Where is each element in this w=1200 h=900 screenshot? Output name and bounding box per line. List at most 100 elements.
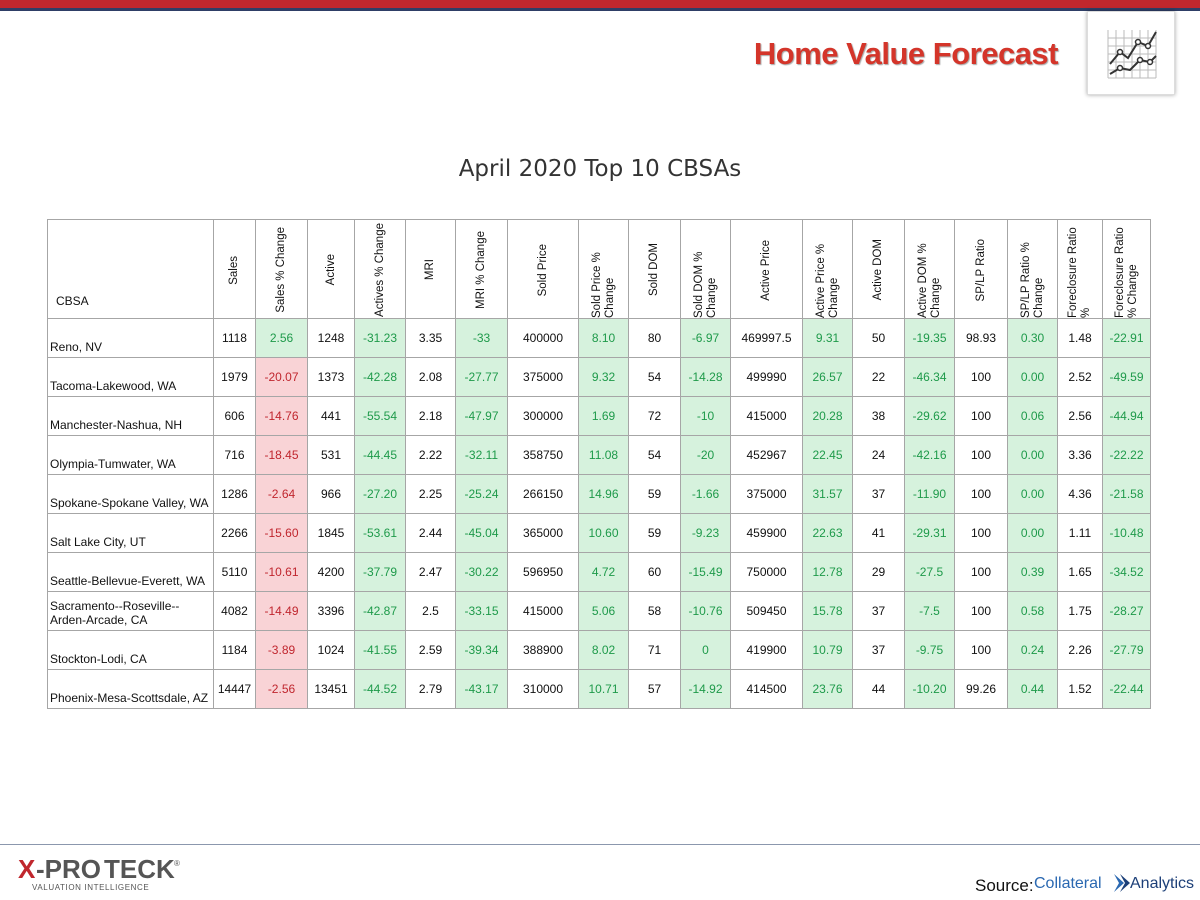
cell-foreclosure-ratio: 1.65 (1057, 552, 1103, 592)
table-row: Sacramento--Roseville--Arden-Arcade, CA 4… (47, 591, 1151, 631)
cell-sp-lp-ratio-pct-change: 0.00 (1007, 474, 1058, 514)
cell-active-price-pct-change: 10.79 (802, 630, 853, 670)
forecast-chart-icon (1087, 11, 1175, 95)
cell-actives-pct-change: -41.55 (354, 630, 406, 670)
cell-active: 1373 (307, 357, 355, 397)
cell-cbsa: Olympia-Tumwater, WA (47, 435, 214, 475)
cell-active-price: 499990 (730, 357, 803, 397)
cell-sold-price-pct-change: 8.02 (578, 630, 629, 670)
cell-sp-lp-ratio-pct-change: 0.58 (1007, 591, 1058, 631)
cell-sp-lp-ratio: 100 (954, 396, 1008, 436)
cell-foreclosure-ratio: 1.48 (1057, 318, 1103, 358)
cell-foreclosure-ratio: 2.52 (1057, 357, 1103, 397)
cell-foreclosure-ratio-pct-change: -34.52 (1102, 552, 1151, 592)
cell-mri: 2.79 (405, 669, 456, 709)
cell-active-price-pct-change: 15.78 (802, 591, 853, 631)
cell-sold-dom: 80 (628, 318, 681, 358)
cell-active-price: 375000 (730, 474, 803, 514)
cell-active-price-pct-change: 22.63 (802, 513, 853, 553)
column-header-sales: Sales (213, 219, 256, 319)
svg-text:VALUATION INTELLIGENCE: VALUATION INTELLIGENCE (32, 883, 149, 892)
cell-sold-price-pct-change: 9.32 (578, 357, 629, 397)
cell-sold-price-pct-change: 8.10 (578, 318, 629, 358)
cell-mri-pct-change: -27.77 (455, 357, 508, 397)
table-header-row: CBSA Sales Sales % Change Active Actives… (47, 219, 1151, 319)
cell-sold-price: 310000 (507, 669, 579, 709)
cell-sold-price-pct-change: 1.69 (578, 396, 629, 436)
cell-sales-pct-change: -10.61 (255, 552, 308, 592)
cell-mri: 3.35 (405, 318, 456, 358)
cell-mri-pct-change: -43.17 (455, 669, 508, 709)
column-header-sold-price-pct-change: Sold Price % Change (578, 219, 629, 319)
cell-active-dom-pct-change: -29.31 (904, 513, 955, 553)
cell-sold-price: 596950 (507, 552, 579, 592)
cell-sales: 5110 (213, 552, 256, 592)
cell-active-price: 469997.5 (730, 318, 803, 358)
cell-sp-lp-ratio-pct-change: 0.30 (1007, 318, 1058, 358)
cell-sold-dom-pct-change: -6.97 (680, 318, 731, 358)
cell-active-dom-pct-change: -29.62 (904, 396, 955, 436)
cell-mri: 2.25 (405, 474, 456, 514)
table-row: Phoenix-Mesa-Scottsdale, AZ 14447 -2.56 134… (47, 669, 1151, 709)
cell-mri: 2.44 (405, 513, 456, 553)
cell-mri: 2.18 (405, 396, 456, 436)
cell-sold-dom: 54 (628, 435, 681, 475)
cell-sp-lp-ratio-pct-change: 0.44 (1007, 669, 1058, 709)
top-accent-stripe (0, 8, 1200, 11)
cell-mri-pct-change: -30.22 (455, 552, 508, 592)
cell-cbsa: Tacoma-Lakewood, WA (47, 357, 214, 397)
svg-text:Collateral: Collateral (1034, 875, 1102, 892)
cell-actives-pct-change: -53.61 (354, 513, 406, 553)
cell-active-dom: 37 (852, 474, 905, 514)
cell-active-dom: 37 (852, 591, 905, 631)
cell-sold-price-pct-change: 14.96 (578, 474, 629, 514)
cell-active-dom: 38 (852, 396, 905, 436)
cell-cbsa: Sacramento--Roseville--Arden-Arcade, CA (47, 591, 214, 631)
cell-sales-pct-change: -14.49 (255, 591, 308, 631)
cell-sp-lp-ratio-pct-change: 0.00 (1007, 513, 1058, 553)
cell-mri: 2.22 (405, 435, 456, 475)
cell-sales-pct-change: -20.07 (255, 357, 308, 397)
cell-cbsa: Phoenix-Mesa-Scottsdale, AZ (47, 669, 214, 709)
cell-active: 531 (307, 435, 355, 475)
cell-sold-price-pct-change: 10.71 (578, 669, 629, 709)
cell-active-price-pct-change: 9.31 (802, 318, 853, 358)
cell-mri-pct-change: -47.97 (455, 396, 508, 436)
cell-actives-pct-change: -31.23 (354, 318, 406, 358)
table-row: Stockton-Lodi, CA 1184 -3.89 1024 -41.55 2.59… (47, 630, 1151, 670)
cell-actives-pct-change: -44.45 (354, 435, 406, 475)
cell-sold-dom: 54 (628, 357, 681, 397)
cell-sold-price-pct-change: 4.72 (578, 552, 629, 592)
table-row: Reno, NV 1118 2.56 1248 -31.23 3.35 -33 400000 8… (47, 318, 1151, 358)
cell-foreclosure-ratio-pct-change: -44.94 (1102, 396, 1151, 436)
cell-active: 3396 (307, 591, 355, 631)
cell-sold-price: 300000 (507, 396, 579, 436)
cbsa-table: CBSA Sales Sales % Change Active Actives… (47, 219, 1151, 709)
cell-sold-dom-pct-change: -10.76 (680, 591, 731, 631)
cell-sold-dom: 60 (628, 552, 681, 592)
cell-active: 966 (307, 474, 355, 514)
cell-sold-dom: 59 (628, 474, 681, 514)
cell-sales-pct-change: -3.89 (255, 630, 308, 670)
cell-active-price-pct-change: 22.45 (802, 435, 853, 475)
table-row: Salt Lake City, UT 2266 -15.60 1845 -53.61 2.… (47, 513, 1151, 553)
cell-mri-pct-change: -45.04 (455, 513, 508, 553)
cell-sold-price: 415000 (507, 591, 579, 631)
cell-active-dom: 22 (852, 357, 905, 397)
cell-active-dom-pct-change: -7.5 (904, 591, 955, 631)
cell-sold-price: 266150 (507, 474, 579, 514)
cell-sales-pct-change: -2.56 (255, 669, 308, 709)
column-header-mri-pct-change: MRI % Change (455, 219, 508, 319)
cell-sold-price: 400000 (507, 318, 579, 358)
cell-mri: 2.5 (405, 591, 456, 631)
cell-sold-dom: 58 (628, 591, 681, 631)
brand-title: Home Value Forecast (753, 36, 1059, 71)
cell-sp-lp-ratio: 100 (954, 435, 1008, 475)
cell-sold-price-pct-change: 10.60 (578, 513, 629, 553)
cell-sales: 606 (213, 396, 256, 436)
cell-foreclosure-ratio: 2.56 (1057, 396, 1103, 436)
column-header-active: Active (307, 219, 355, 319)
cell-foreclosure-ratio-pct-change: -10.48 (1102, 513, 1151, 553)
cell-sp-lp-ratio: 100 (954, 552, 1008, 592)
column-header-actives-pct-change: Actives % Change (354, 219, 406, 319)
